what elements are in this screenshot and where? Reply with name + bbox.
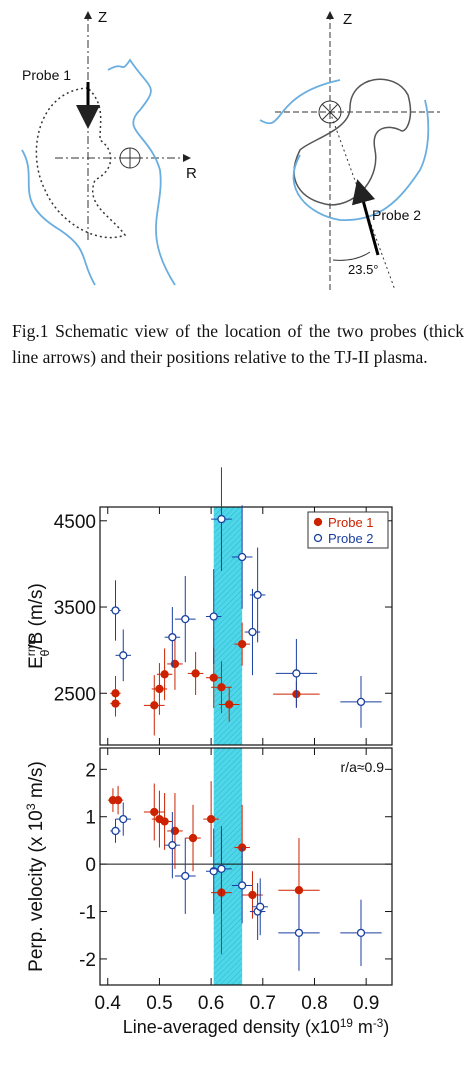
axis-title-part: 3	[24, 803, 38, 810]
data-point	[168, 841, 177, 850]
data-point	[217, 888, 226, 897]
probe-label: Probe 1	[22, 67, 71, 83]
data-point	[225, 700, 234, 709]
data-point	[217, 514, 226, 524]
data-point	[111, 826, 120, 836]
x-tick-label: 0.7	[250, 993, 276, 1014]
data-point	[294, 886, 304, 895]
legend-box	[307, 511, 389, 549]
data-point	[209, 612, 218, 621]
data-point	[155, 684, 164, 694]
y-tick-label: 4500	[54, 512, 96, 533]
highlight-band	[213, 748, 243, 985]
legend-marker	[313, 517, 323, 527]
plot-frame	[99, 747, 393, 986]
caption: Fig.1 Schematic view of the location of …	[12, 321, 464, 367]
data-point	[356, 928, 366, 938]
axis-label: Z	[343, 11, 352, 28]
axis-title-part: /B (m/s)	[26, 583, 47, 650]
axis-title: Line-averaged density (x1019 m-3)	[123, 1017, 390, 1038]
x-tick-label: 0.4	[95, 993, 122, 1014]
axis-title-part: Perp. velocity (x 10	[26, 810, 47, 972]
x-tick-label: 0.5	[146, 993, 172, 1014]
data-point	[237, 552, 247, 562]
data-point	[217, 683, 226, 692]
probe-label: Probe 2	[372, 207, 421, 223]
data-point	[113, 795, 123, 805]
schematic: Z Probe 1 R Z Probe 2 23.5°	[21, 9, 440, 291]
plot-frame	[99, 506, 393, 746]
data-point	[248, 890, 257, 900]
data-point	[237, 639, 247, 649]
data-point	[119, 814, 128, 824]
data-point	[292, 669, 301, 678]
axis-title-part: 19	[340, 1017, 353, 1030]
data-point	[237, 843, 247, 852]
data-point	[155, 814, 164, 824]
data-point	[356, 697, 366, 707]
y-tick-label: 2	[85, 760, 96, 781]
data-point	[217, 864, 226, 874]
axis-title-part: rms	[24, 636, 38, 657]
y-tick-label: 1	[85, 808, 96, 829]
axis-title: Ermsθ/B (m/s)	[24, 583, 52, 669]
highlight-band	[213, 507, 243, 745]
data-point	[294, 928, 304, 938]
axis-title: Perp. velocity (x 103 m/s)	[24, 761, 47, 972]
y-tick-label: -1	[79, 903, 96, 924]
data-point	[292, 689, 301, 699]
right-schematic	[259, 11, 440, 291]
y-tick-label: -2	[79, 950, 96, 971]
data-point	[253, 590, 262, 600]
axis-title-part: Line-averaged density (x10	[123, 1017, 340, 1037]
axis-title-part: m	[353, 1017, 373, 1037]
data-point	[206, 814, 216, 824]
x-tick-label: 0.8	[301, 993, 327, 1014]
data-point	[181, 871, 190, 881]
data-point	[181, 614, 190, 624]
y-tick-label: 2500	[54, 684, 96, 705]
axis-title-part: E	[26, 656, 47, 669]
left-schematic	[21, 11, 191, 286]
data-point	[111, 689, 120, 698]
data-point	[160, 670, 169, 679]
data-point	[248, 627, 257, 637]
legend-marker	[313, 533, 323, 543]
data-point	[150, 807, 159, 817]
axis-title-part: )	[383, 1017, 389, 1037]
axis-label: Z	[98, 9, 107, 26]
data-point	[209, 867, 218, 876]
y-tick-label: 3500	[54, 598, 96, 619]
data-point	[253, 907, 262, 916]
data-point	[168, 633, 177, 642]
x-tick-label: 0.6	[198, 993, 224, 1014]
angle-label: 23.5°	[348, 262, 379, 277]
data-point	[191, 669, 200, 678]
axis-title-part: θ	[38, 650, 52, 657]
data-point	[111, 606, 120, 615]
data-point	[108, 795, 118, 805]
axis-title-part: m/s)	[26, 761, 47, 803]
y-tick-label: 0	[85, 855, 96, 876]
x-tick-label: 0.9	[353, 993, 379, 1014]
axis-title-part: -3	[373, 1017, 383, 1030]
legend-label: Probe 2	[328, 531, 374, 546]
data-point	[170, 826, 180, 836]
data-point	[170, 659, 180, 669]
annotation: r/a≈0.9	[341, 759, 385, 775]
data-point	[150, 701, 159, 710]
data-point	[160, 817, 169, 826]
data-point	[119, 651, 128, 660]
data-point	[256, 902, 265, 911]
data-point	[111, 699, 120, 708]
data-point	[237, 881, 247, 890]
data-point	[188, 833, 198, 843]
data-point	[209, 673, 218, 682]
axis-label: R	[186, 165, 197, 182]
legend-label: Probe 1	[328, 515, 374, 530]
